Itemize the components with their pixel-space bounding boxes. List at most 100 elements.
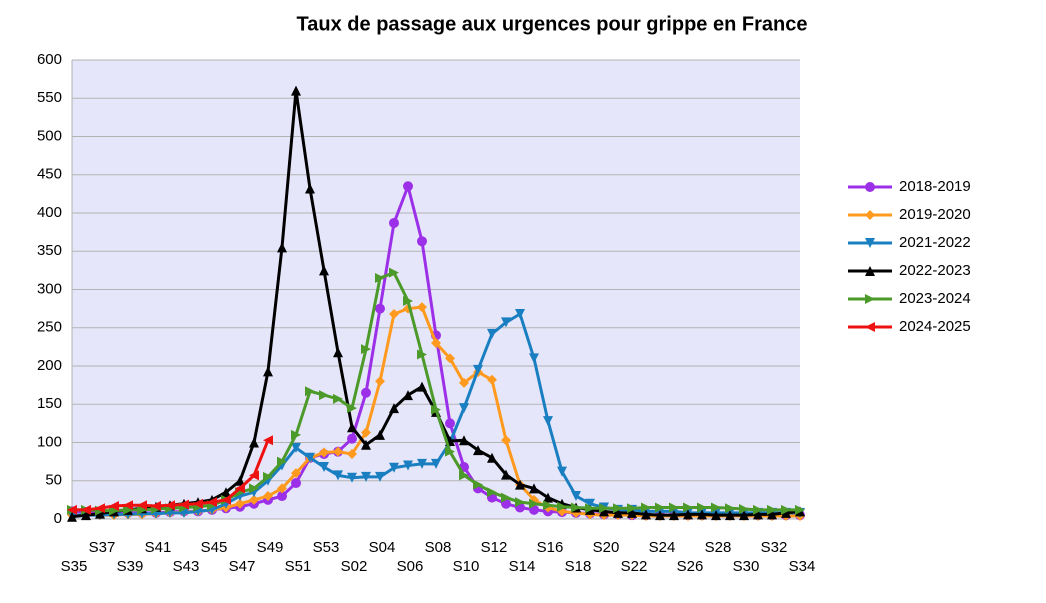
point	[543, 500, 553, 511]
point	[529, 498, 539, 509]
legend-label: 2021-2022	[899, 234, 971, 251]
point	[403, 390, 413, 401]
point	[165, 500, 175, 511]
point	[487, 328, 497, 339]
x-tick-label: S06	[397, 558, 424, 575]
point	[487, 452, 497, 463]
x-tick-label: S18	[565, 558, 592, 575]
legend-marker	[865, 322, 875, 332]
point	[599, 506, 609, 517]
y-tick-label: 550	[37, 89, 62, 106]
x-tick-label: S37	[89, 539, 116, 556]
legend-marker	[865, 266, 875, 276]
x-tick-label: S43	[173, 558, 200, 575]
chart-title: Taux de passage aux urgences pour grippe…	[297, 13, 808, 35]
point	[501, 317, 511, 328]
point	[627, 503, 637, 514]
point	[669, 510, 679, 521]
point	[375, 303, 385, 314]
point	[431, 338, 441, 349]
x-tick-label: S16	[537, 539, 564, 556]
point	[641, 502, 651, 513]
point	[767, 504, 777, 515]
point	[305, 183, 315, 194]
point	[319, 461, 329, 472]
point	[67, 511, 77, 522]
point	[501, 435, 511, 446]
legend-marker	[865, 210, 875, 220]
legend-label: 2023-2024	[899, 290, 971, 307]
point	[669, 502, 679, 513]
x-tick-label: S47	[229, 558, 256, 575]
point	[459, 435, 469, 446]
point	[585, 503, 595, 514]
legend-marker	[865, 294, 875, 304]
point	[347, 422, 357, 433]
point	[459, 470, 469, 481]
x-tick-label: S10	[453, 558, 480, 575]
point	[445, 353, 455, 364]
point	[473, 364, 483, 375]
point	[459, 403, 469, 414]
y-tick-label: 600	[37, 51, 62, 68]
y-tick-label: 150	[37, 395, 62, 412]
point	[781, 504, 791, 515]
point	[263, 366, 273, 377]
x-tick-label: S04	[369, 539, 396, 556]
point	[781, 507, 791, 518]
point	[795, 504, 805, 515]
point	[375, 471, 385, 482]
y-tick-label: 0	[54, 510, 62, 527]
y-tick-label: 350	[37, 242, 62, 259]
point	[697, 502, 707, 513]
point	[557, 466, 567, 477]
point	[95, 503, 105, 514]
y-tick-label: 450	[37, 166, 62, 183]
point	[697, 509, 707, 520]
point	[417, 236, 427, 247]
point	[389, 217, 399, 228]
point	[571, 502, 581, 513]
point	[417, 381, 427, 392]
x-tick-label: S34	[789, 558, 816, 575]
x-tick-label: S12	[481, 539, 508, 556]
point	[683, 502, 693, 513]
point	[319, 390, 329, 401]
point	[81, 504, 91, 515]
point	[361, 471, 371, 482]
x-tick-label: S41	[145, 539, 172, 556]
point	[753, 504, 763, 515]
y-tick-label: 50	[45, 472, 62, 489]
point	[641, 509, 651, 520]
point	[375, 376, 385, 387]
point	[319, 265, 329, 276]
point	[179, 499, 189, 510]
point	[235, 483, 245, 494]
y-tick-label: 500	[37, 127, 62, 144]
point	[753, 509, 763, 520]
point	[627, 507, 637, 518]
point	[403, 460, 413, 471]
point	[333, 446, 343, 457]
x-tick-label: S30	[733, 558, 760, 575]
point	[361, 427, 371, 438]
point	[249, 483, 259, 494]
point	[613, 507, 623, 518]
point	[655, 510, 665, 521]
point	[515, 308, 525, 319]
point	[487, 374, 497, 385]
legend-marker	[865, 238, 875, 248]
point	[725, 510, 735, 521]
point	[487, 487, 497, 498]
point	[361, 344, 371, 355]
point	[291, 429, 301, 440]
point	[123, 500, 133, 511]
point	[221, 487, 231, 498]
point	[571, 491, 581, 502]
point	[543, 492, 553, 503]
point	[711, 510, 721, 521]
x-tick-label: S39	[117, 558, 144, 575]
point	[683, 509, 693, 520]
point	[375, 273, 385, 284]
